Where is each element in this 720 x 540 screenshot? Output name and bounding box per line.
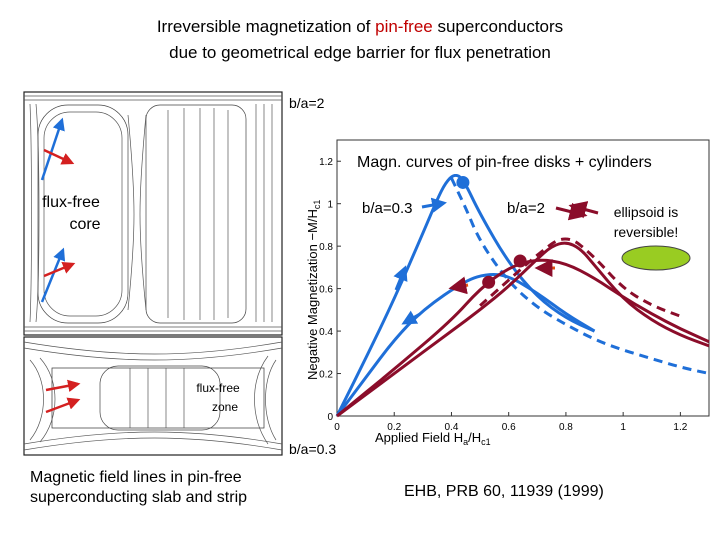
series-line [336, 241, 710, 418]
chart-marker [482, 275, 496, 289]
ellipsoid-line1: ellipsoid is [614, 204, 679, 220]
series-layer [335, 173, 710, 418]
page-title: Irreversible magnetization of pin-free s… [0, 14, 720, 66]
core-label-line2: core [69, 216, 100, 233]
x-tick-label: 1 [620, 422, 626, 433]
annotation-arrows [421, 197, 599, 221]
x-tick-label: 0.8 [559, 422, 573, 433]
field-lines-strip [23, 336, 283, 456]
chart-title: Magn. curves of pin-free disks + cylinde… [357, 154, 652, 171]
y-ticks: 0 0.2 0.4 0.6 0.8 1 1.2 [319, 157, 341, 423]
y-tick-label: 0.6 [319, 285, 333, 296]
citation: EHB, PRB 60, 11939 (1999) [404, 483, 604, 500]
label-ba2-slab: b/a=2 [289, 95, 325, 111]
annotation-ba03: b/a=0.3 [362, 200, 412, 217]
x-tick-label: 1.2 [673, 422, 687, 433]
ellipsoid-line2: reversible! [614, 224, 679, 240]
x-tick-label: 0.4 [445, 422, 459, 433]
y-tick-label: 1 [327, 200, 333, 211]
series-line [335, 173, 596, 417]
zone-label-line1: flux-free [196, 381, 240, 395]
title-line-2: due to geometrical edge barrier for flux… [169, 43, 551, 62]
left-panel-arrows [40, 117, 81, 414]
magnetization-chart: 0 0.2 0.4 0.6 0.8 1 1.2 0 0.2 0.4 0.6 0.8 1 1.2 Appl… [305, 139, 710, 447]
curve-direction-arrows [393, 259, 555, 325]
series-line [479, 237, 681, 318]
core-label-line1: flux-free [42, 194, 100, 211]
series-line [336, 258, 710, 418]
y-tick-label: 0.8 [319, 242, 333, 253]
chart-title-bg [353, 148, 694, 174]
x-tick-label: 0 [334, 422, 340, 433]
arrow-ba03 [421, 197, 447, 213]
y-tick-label: 0.4 [319, 327, 333, 338]
y-axis-label: Negative Magnetization −M/Hc1 [305, 200, 322, 380]
x-tick-label: 0.6 [502, 422, 516, 433]
x-tick-label: 0.2 [387, 422, 401, 433]
annotation-ba2: b/a=2 [507, 200, 545, 217]
x-ticks: 0 0.2 0.4 0.6 0.8 1 1.2 [334, 412, 688, 433]
title-highlight: pin-free [375, 17, 433, 36]
chart-marker [513, 254, 527, 268]
left-caption: Magnetic field lines in pin-free superco… [30, 469, 248, 506]
plot-frame [336, 139, 710, 417]
zone-label-line2: zone [212, 400, 238, 414]
chart-marker [456, 175, 470, 189]
field-lines-slab [23, 91, 283, 336]
arrow-ellipsoid [568, 201, 599, 219]
series-line [450, 177, 710, 375]
y-tick-label: 0 [327, 412, 333, 423]
x-axis-label: Applied Field Ha/Hc1 [375, 430, 491, 447]
y-tick-label: 0.2 [319, 370, 333, 381]
ellipsoid-shape [621, 245, 691, 271]
marker-layer [456, 175, 527, 289]
label-ba03-strip: b/a=0.3 [289, 441, 336, 457]
y-tick-label: 1.2 [319, 157, 333, 168]
title-line-1: Irreversible magnetization of pin-free s… [156, 17, 564, 36]
series-line [335, 273, 596, 417]
